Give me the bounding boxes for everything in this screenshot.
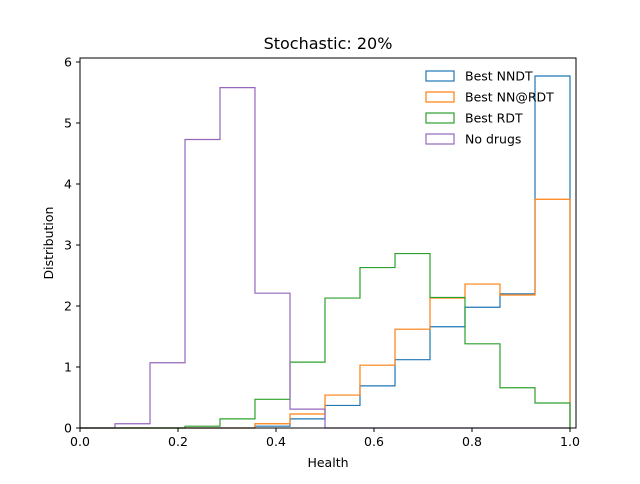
y-tick-label: 3 [64,238,72,253]
legend-label: Best NN@RDT [465,90,554,105]
legend-swatch [425,70,455,82]
y-tick-label: 2 [64,299,72,314]
y-tick-label: 4 [64,177,72,192]
legend-label: No drugs [465,132,521,147]
legend: Best NNDT Best NN@RDT Best RDT No drugs [425,69,554,147]
x-tick-label: 0.6 [364,434,384,449]
y-axis-ticks: 0 1 2 3 4 5 6 [64,55,80,436]
x-axis-ticks: 0.0 0.2 0.4 0.6 0.8 1.0 [70,428,580,449]
legend-swatch [425,133,455,145]
series-best-rdt-step [80,252,571,429]
y-axis-label: Distribution [41,207,56,280]
y-tick-label: 6 [64,55,72,70]
x-tick-label: 0.2 [168,434,188,449]
y-tick-label: 1 [64,360,72,375]
chart-title: Stochastic: 20% [264,34,393,53]
legend-label: Best RDT [465,111,523,126]
legend-swatch [425,91,455,103]
x-tick-label: 0.0 [70,434,90,449]
legend-label: Best NNDT [465,69,533,84]
x-tick-label: 0.4 [266,434,286,449]
x-tick-label: 1.0 [560,434,580,449]
y-tick-label: 0 [64,421,72,436]
x-tick-label: 0.8 [462,434,482,449]
plot-frame [79,57,577,429]
legend-swatch [425,112,455,124]
y-tick-label: 5 [64,116,72,131]
x-axis-label: Health [307,455,348,470]
